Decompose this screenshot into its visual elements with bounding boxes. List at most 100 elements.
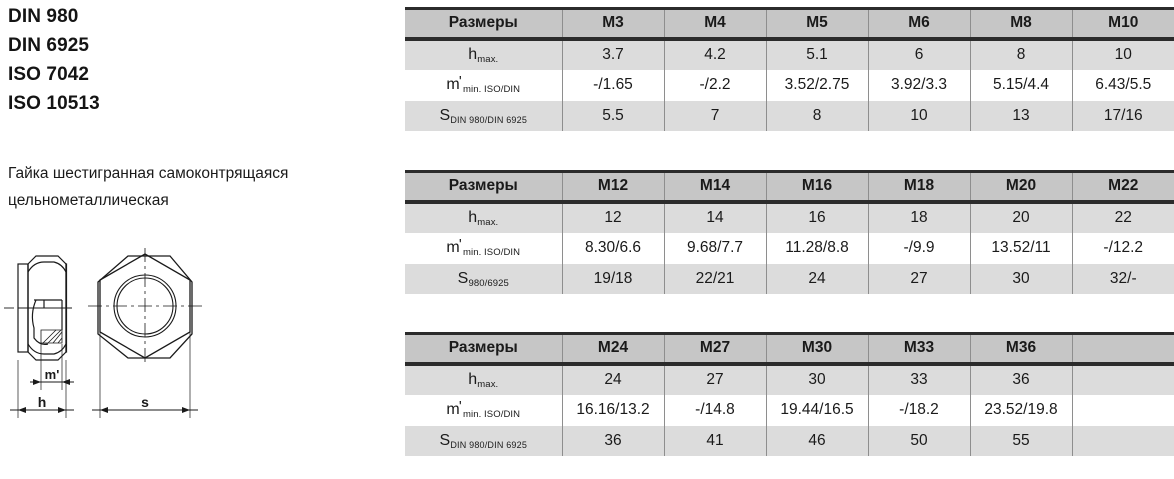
cell-value: 24 (561, 363, 665, 395)
cell-value: 3.7 (561, 38, 665, 70)
cell-value: 14 (663, 201, 767, 233)
dimension-label-h: h (38, 394, 47, 410)
spec-table-m12-m22: Размеры M12 M14 M16 M18 M20 M22 hmax. 12… (405, 170, 1174, 295)
cell-value-empty (1071, 363, 1174, 395)
table-row: hmax. 3.7 4.2 5.1 6 8 10 (405, 38, 1174, 70)
cell-value: -/12.2 (1071, 232, 1174, 264)
cell-value: 19.44/16.5 (765, 394, 869, 426)
cell-value: 7 (663, 100, 767, 132)
column-header-size: M4 (663, 7, 767, 41)
table-row: hmax. 24 27 30 33 36 (405, 363, 1174, 395)
dimension-label-m-prime: m' (45, 367, 60, 382)
cell-value-empty (1071, 425, 1174, 457)
row-label: hmax. (405, 363, 563, 395)
cell-value: 19/18 (561, 263, 665, 295)
table-header-row: Размеры M24 M27 M30 M33 M36 (405, 332, 1174, 366)
table-row: m'min. ISO/DIN 8.30/6.6 9.68/7.7 11.28/8… (405, 232, 1174, 264)
spec-table-m24-m36: Размеры M24 M27 M30 M33 M36 hmax. 24 27 … (405, 332, 1174, 457)
product-description-line: цельнометаллическая (8, 192, 169, 209)
cell-value: 22/21 (663, 263, 767, 295)
column-header-size: M10 (1071, 7, 1174, 41)
specification-tables: Размеры M3 M4 M5 M6 M8 M10 hmax. 3.7 4.2… (405, 0, 1174, 474)
hex-lock-nut-technical-drawing: m' h s (0, 248, 205, 474)
column-header-size: M16 (765, 170, 869, 204)
column-header-size: M24 (561, 332, 665, 366)
standard-item: DIN 6925 (8, 35, 90, 56)
cell-value: 50 (867, 425, 971, 457)
cell-value: 6 (867, 38, 971, 70)
left-info-panel: DIN 980 DIN 6925 ISO 7042 ISO 10513 Гайк… (0, 0, 402, 474)
table-row: S980/6925 19/18 22/21 24 27 30 32/- (405, 263, 1174, 295)
cell-value: 10 (1071, 38, 1174, 70)
cell-value: 3.92/3.3 (867, 69, 971, 101)
row-label: SDIN 980/DIN 6925 (405, 100, 563, 132)
column-header-size: M8 (969, 7, 1073, 41)
cell-value: 5.15/4.4 (969, 69, 1073, 101)
cell-value: 41 (663, 425, 767, 457)
row-label: hmax. (405, 38, 563, 70)
cell-value: 11.28/8.8 (765, 232, 869, 264)
row-label: m'min. ISO/DIN (405, 394, 563, 426)
product-description: Гайка шестигранная самоконтрящаяся цельн… (8, 160, 408, 214)
column-header-size: M36 (969, 332, 1073, 366)
column-header-size: M5 (765, 7, 869, 41)
cell-value: 32/- (1071, 263, 1174, 295)
cell-value: -/14.8 (663, 394, 767, 426)
cell-value: 8 (765, 100, 869, 132)
cell-value: 13.52/11 (969, 232, 1073, 264)
table-row: SDIN 980/DIN 6925 36 41 46 50 55 (405, 425, 1174, 457)
column-header-size: M20 (969, 170, 1073, 204)
cell-value-empty (1071, 394, 1174, 426)
standard-item: DIN 980 (8, 6, 79, 27)
cell-value: 16 (765, 201, 869, 233)
product-description-line: Гайка шестигранная самоконтрящаяся (8, 165, 289, 182)
column-header-size: M18 (867, 170, 971, 204)
cell-value: -/2.2 (663, 69, 767, 101)
cell-value: 8.30/6.6 (561, 232, 665, 264)
row-label: m'min. ISO/DIN (405, 69, 563, 101)
cell-value: 13 (969, 100, 1073, 132)
standard-item: ISO 7042 (8, 64, 90, 85)
cell-value: 9.68/7.7 (663, 232, 767, 264)
cell-value: 5.5 (561, 100, 665, 132)
column-header-dimension: Размеры (405, 332, 563, 366)
row-label: S980/6925 (405, 263, 563, 295)
cell-value: 36 (969, 363, 1073, 395)
cell-value: 22 (1071, 201, 1174, 233)
column-header-empty (1071, 332, 1174, 366)
cell-value: 24 (765, 263, 869, 295)
column-header-size: M33 (867, 332, 971, 366)
cell-value: 23.52/19.8 (969, 394, 1073, 426)
standard-item: ISO 10513 (8, 93, 100, 114)
cell-value: 30 (969, 263, 1073, 295)
table-row: m'min. ISO/DIN 16.16/13.2 -/14.8 19.44/1… (405, 394, 1174, 426)
column-header-size: M30 (765, 332, 869, 366)
standards-list: DIN 980 DIN 6925 ISO 7042 ISO 10513 (8, 2, 398, 118)
table-row: SDIN 980/DIN 6925 5.5 7 8 10 13 17/16 (405, 100, 1174, 132)
column-header-size: M6 (867, 7, 971, 41)
column-header-size: M27 (663, 332, 767, 366)
cell-value: 33 (867, 363, 971, 395)
column-header-dimension: Размеры (405, 170, 563, 204)
cell-value: 18 (867, 201, 971, 233)
row-label: hmax. (405, 201, 563, 233)
cell-value: 36 (561, 425, 665, 457)
dimension-label-s: s (141, 394, 149, 410)
cell-value: 4.2 (663, 38, 767, 70)
column-header-size: M22 (1071, 170, 1174, 204)
cell-value: -/1.65 (561, 69, 665, 101)
cell-value: 55 (969, 425, 1073, 457)
cell-value: 27 (867, 263, 971, 295)
cell-value: 3.52/2.75 (765, 69, 869, 101)
cell-value: 12 (561, 201, 665, 233)
table-header-row: Размеры M12 M14 M16 M18 M20 M22 (405, 170, 1174, 204)
cell-value: 46 (765, 425, 869, 457)
cell-value: 16.16/13.2 (561, 394, 665, 426)
cell-value: 5.1 (765, 38, 869, 70)
column-header-dimension: Размеры (405, 7, 563, 41)
row-label: m'min. ISO/DIN (405, 232, 563, 264)
cell-value: 27 (663, 363, 767, 395)
table-header-row: Размеры M3 M4 M5 M6 M8 M10 (405, 7, 1174, 41)
cell-value: 8 (969, 38, 1073, 70)
cell-value: 10 (867, 100, 971, 132)
